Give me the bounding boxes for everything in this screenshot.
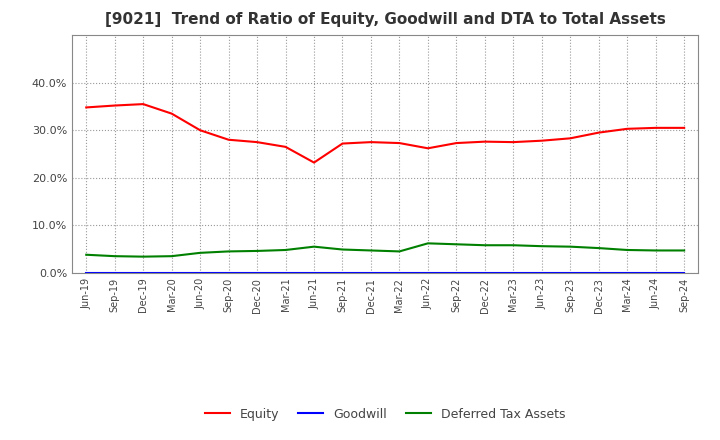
Equity [366, 139, 375, 145]
Goodwill [537, 270, 546, 275]
Goodwill [423, 270, 432, 275]
Equity [623, 126, 631, 132]
Equity [423, 146, 432, 151]
Equity [110, 103, 119, 108]
Deferred Tax Assets [139, 254, 148, 259]
Equity [167, 111, 176, 116]
Line: Deferred Tax Assets: Deferred Tax Assets [86, 243, 684, 257]
Goodwill [509, 270, 518, 275]
Equity [253, 139, 261, 145]
Line: Equity: Equity [86, 104, 684, 162]
Equity [452, 140, 461, 146]
Goodwill [225, 270, 233, 275]
Goodwill [110, 270, 119, 275]
Equity [395, 140, 404, 146]
Equity [595, 130, 603, 135]
Deferred Tax Assets [310, 244, 318, 249]
Deferred Tax Assets [167, 253, 176, 259]
Deferred Tax Assets [282, 247, 290, 253]
Equity [82, 105, 91, 110]
Goodwill [652, 270, 660, 275]
Goodwill [282, 270, 290, 275]
Goodwill [82, 270, 91, 275]
Deferred Tax Assets [253, 248, 261, 253]
Goodwill [395, 270, 404, 275]
Deferred Tax Assets [338, 247, 347, 252]
Equity [652, 125, 660, 131]
Deferred Tax Assets [395, 249, 404, 254]
Deferred Tax Assets [566, 244, 575, 249]
Equity [225, 137, 233, 143]
Goodwill [366, 270, 375, 275]
Equity [509, 139, 518, 145]
Deferred Tax Assets [110, 253, 119, 259]
Goodwill [310, 270, 318, 275]
Deferred Tax Assets [537, 244, 546, 249]
Equity [338, 141, 347, 146]
Goodwill [196, 270, 204, 275]
Deferred Tax Assets [452, 242, 461, 247]
Goodwill [452, 270, 461, 275]
Deferred Tax Assets [225, 249, 233, 254]
Goodwill [623, 270, 631, 275]
Legend: Equity, Goodwill, Deferred Tax Assets: Equity, Goodwill, Deferred Tax Assets [200, 403, 570, 425]
Deferred Tax Assets [82, 252, 91, 257]
Deferred Tax Assets [595, 246, 603, 251]
Goodwill [595, 270, 603, 275]
Goodwill [167, 270, 176, 275]
Deferred Tax Assets [509, 242, 518, 248]
Title: [9021]  Trend of Ratio of Equity, Goodwill and DTA to Total Assets: [9021] Trend of Ratio of Equity, Goodwil… [105, 12, 665, 27]
Equity [566, 136, 575, 141]
Equity [680, 125, 688, 131]
Deferred Tax Assets [196, 250, 204, 256]
Equity [480, 139, 489, 144]
Equity [139, 102, 148, 107]
Deferred Tax Assets [680, 248, 688, 253]
Deferred Tax Assets [652, 248, 660, 253]
Goodwill [139, 270, 148, 275]
Deferred Tax Assets [366, 248, 375, 253]
Deferred Tax Assets [423, 241, 432, 246]
Goodwill [480, 270, 489, 275]
Goodwill [253, 270, 261, 275]
Goodwill [566, 270, 575, 275]
Equity [537, 138, 546, 143]
Deferred Tax Assets [623, 247, 631, 253]
Goodwill [680, 270, 688, 275]
Deferred Tax Assets [480, 242, 489, 248]
Equity [282, 144, 290, 150]
Equity [196, 128, 204, 133]
Equity [310, 160, 318, 165]
Goodwill [338, 270, 347, 275]
